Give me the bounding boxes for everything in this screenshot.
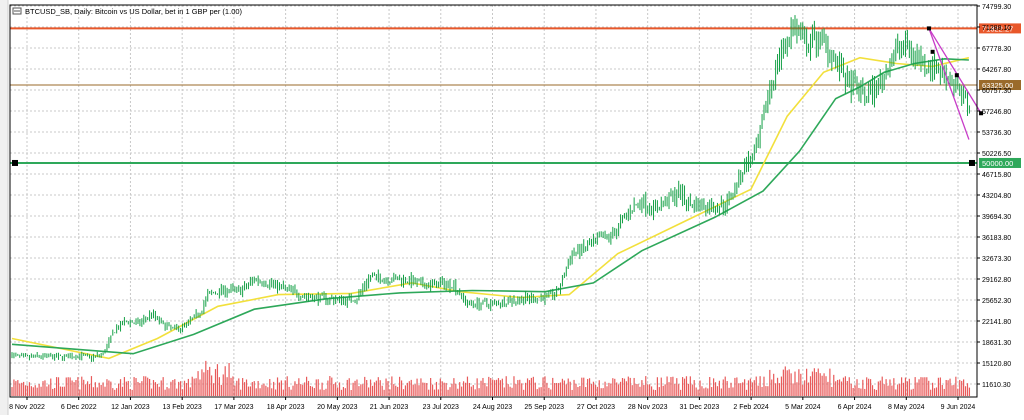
x-tick-label: 17 Mar 2023 [214, 404, 253, 411]
level-label-level: 63325.00 [982, 81, 1013, 90]
x-tick-label: 31 Dec 2023 [680, 404, 720, 411]
y-tick-label: 25652.30 [982, 298, 1011, 305]
chart-menu-icon[interactable] [12, 7, 22, 15]
y-axis: 74799.30 71288.10 67778.30 64267.80 60757.30… [977, 4, 1011, 389]
channel-point [930, 49, 935, 54]
candles [11, 15, 970, 362]
channel-line [928, 28, 970, 140]
y-tick-label: 67778.30 [982, 46, 1011, 53]
x-tick-label: 28 Nov 2023 [628, 404, 668, 411]
moving-averages [11, 56, 970, 360]
chart-title: BTCUSD_SB, Daily: Bitcoin vs US Dollar, … [25, 7, 243, 16]
y-tick-label: 71288.10 [982, 25, 1011, 32]
x-tick-label: 5 Mar 2024 [785, 404, 821, 411]
x-tick-label: 20 May 2023 [317, 404, 358, 411]
x-tick-label: 8 May 2024 [888, 404, 925, 411]
price-channel [926, 26, 984, 140]
y-tick-label: 11610.30 [982, 382, 1011, 389]
x-tick-label: 8 Nov 2022 [9, 404, 45, 411]
y-tick-label: 18631.30 [982, 340, 1011, 347]
level-label-resistance: 71822.27 [982, 24, 1013, 33]
channel-point [954, 73, 959, 78]
x-tick-label: 27 Oct 2023 [577, 404, 615, 411]
y-tick-label: 74799.30 [982, 4, 1011, 11]
horizontal-levels: 71822.27 63325.00 50000.00 [10, 23, 1021, 168]
y-tick-label: 53736.30 [982, 130, 1011, 137]
x-tick-label: 13 Feb 2023 [163, 404, 202, 411]
x-tick-label: 23 Jul 2023 [423, 404, 459, 411]
channel-point [979, 111, 984, 116]
volume-bars [11, 360, 971, 396]
y-tick-label: 64267.80 [982, 67, 1011, 74]
x-tick-label: 12 Jan 2023 [111, 404, 150, 411]
level-handle-right [969, 159, 975, 166]
x-axis: 8 Nov 2022 6 Dec 2022 12 Jan 2023 13 Feb 20… [9, 397, 975, 411]
x-tick-label: 18 Apr 2023 [267, 404, 305, 411]
series-ma_slow [11, 57, 969, 355]
y-tick-label: 43204.80 [982, 193, 1011, 200]
x-tick-label: 9 Jun 2024 [941, 404, 976, 411]
series-ma_fast [11, 56, 970, 360]
level-label-bg [979, 23, 1021, 34]
y-tick-label: 36183.80 [982, 235, 1011, 242]
level-label-support: 50000.00 [982, 159, 1013, 168]
level-label-bg [979, 157, 1021, 168]
level-handle-left [12, 159, 18, 166]
x-tick-label: 25 Sep 2023 [524, 404, 564, 411]
x-tick-label: 6 Apr 2024 [838, 404, 872, 411]
channel-line [928, 28, 982, 114]
x-tick-label: 21 Jun 2023 [370, 404, 409, 411]
x-tick-label: 2 Feb 2024 [733, 404, 769, 411]
channel-point [926, 26, 931, 31]
y-tick-label: 57246.80 [982, 109, 1011, 116]
y-tick-label: 15120.80 [982, 361, 1011, 368]
y-tick-label: 22141.80 [982, 319, 1011, 326]
x-tick-label: 6 Dec 2022 [61, 404, 97, 411]
y-tick-label: 29162.80 [982, 277, 1011, 284]
level-label-bg [979, 80, 1021, 91]
y-tick-label: 50226.50 [982, 151, 1011, 158]
y-tick-label: 46715.80 [982, 172, 1011, 179]
y-tick-label: 32673.30 [982, 256, 1011, 263]
x-tick-label: 24 Aug 2023 [473, 404, 512, 411]
y-tick-label: 39694.30 [982, 214, 1011, 221]
y-tick-label: 60757.30 [982, 88, 1011, 95]
